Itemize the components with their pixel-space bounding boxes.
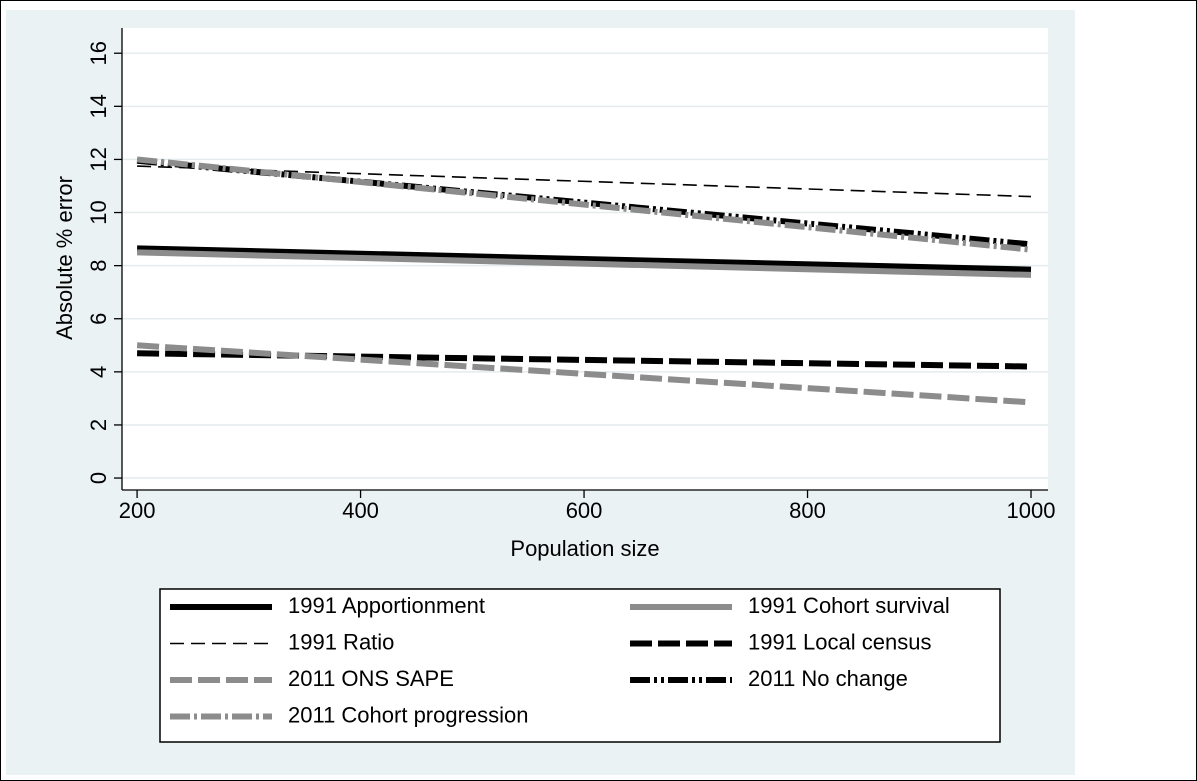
y-axis-label: Absolute % error xyxy=(52,176,77,340)
series-line xyxy=(137,165,1032,198)
legend-label: 1991 Cohort survival xyxy=(748,593,950,618)
y-tick-label: 12 xyxy=(86,147,111,171)
legend-label: 2011 ONS SAPE xyxy=(288,666,454,691)
y-tick-label: 0 xyxy=(86,472,111,484)
x-tick-label: 800 xyxy=(789,498,826,523)
legend-label: 1991 Local census xyxy=(748,629,931,654)
x-tick-label: 600 xyxy=(566,498,603,523)
legend-label: 1991 Apportionment xyxy=(288,593,485,618)
y-tick-label: 6 xyxy=(86,313,111,325)
y-tick-label: 2 xyxy=(86,419,111,431)
y-tick-label: 10 xyxy=(86,200,111,224)
legend-label: 2011 No change xyxy=(748,666,908,691)
y-tick-label: 8 xyxy=(86,260,111,272)
x-axis-label: Population size xyxy=(510,536,659,561)
series-line xyxy=(136,157,1032,248)
legend-label: 1991 Ratio xyxy=(288,629,394,654)
x-tick-label: 200 xyxy=(119,498,156,523)
series-line xyxy=(137,245,1032,273)
legend-label: 2011 Cohort progression xyxy=(288,702,529,727)
x-tick-label: 1000 xyxy=(1007,498,1056,523)
series-line xyxy=(136,156,1032,253)
x-tick-label: 400 xyxy=(342,498,379,523)
y-tick-label: 16 xyxy=(86,41,111,65)
legend xyxy=(159,588,1001,743)
series-line xyxy=(137,249,1032,278)
y-tick-label: 14 xyxy=(86,94,111,118)
series-line xyxy=(136,342,1032,406)
y-tick-label: 4 xyxy=(86,366,111,378)
